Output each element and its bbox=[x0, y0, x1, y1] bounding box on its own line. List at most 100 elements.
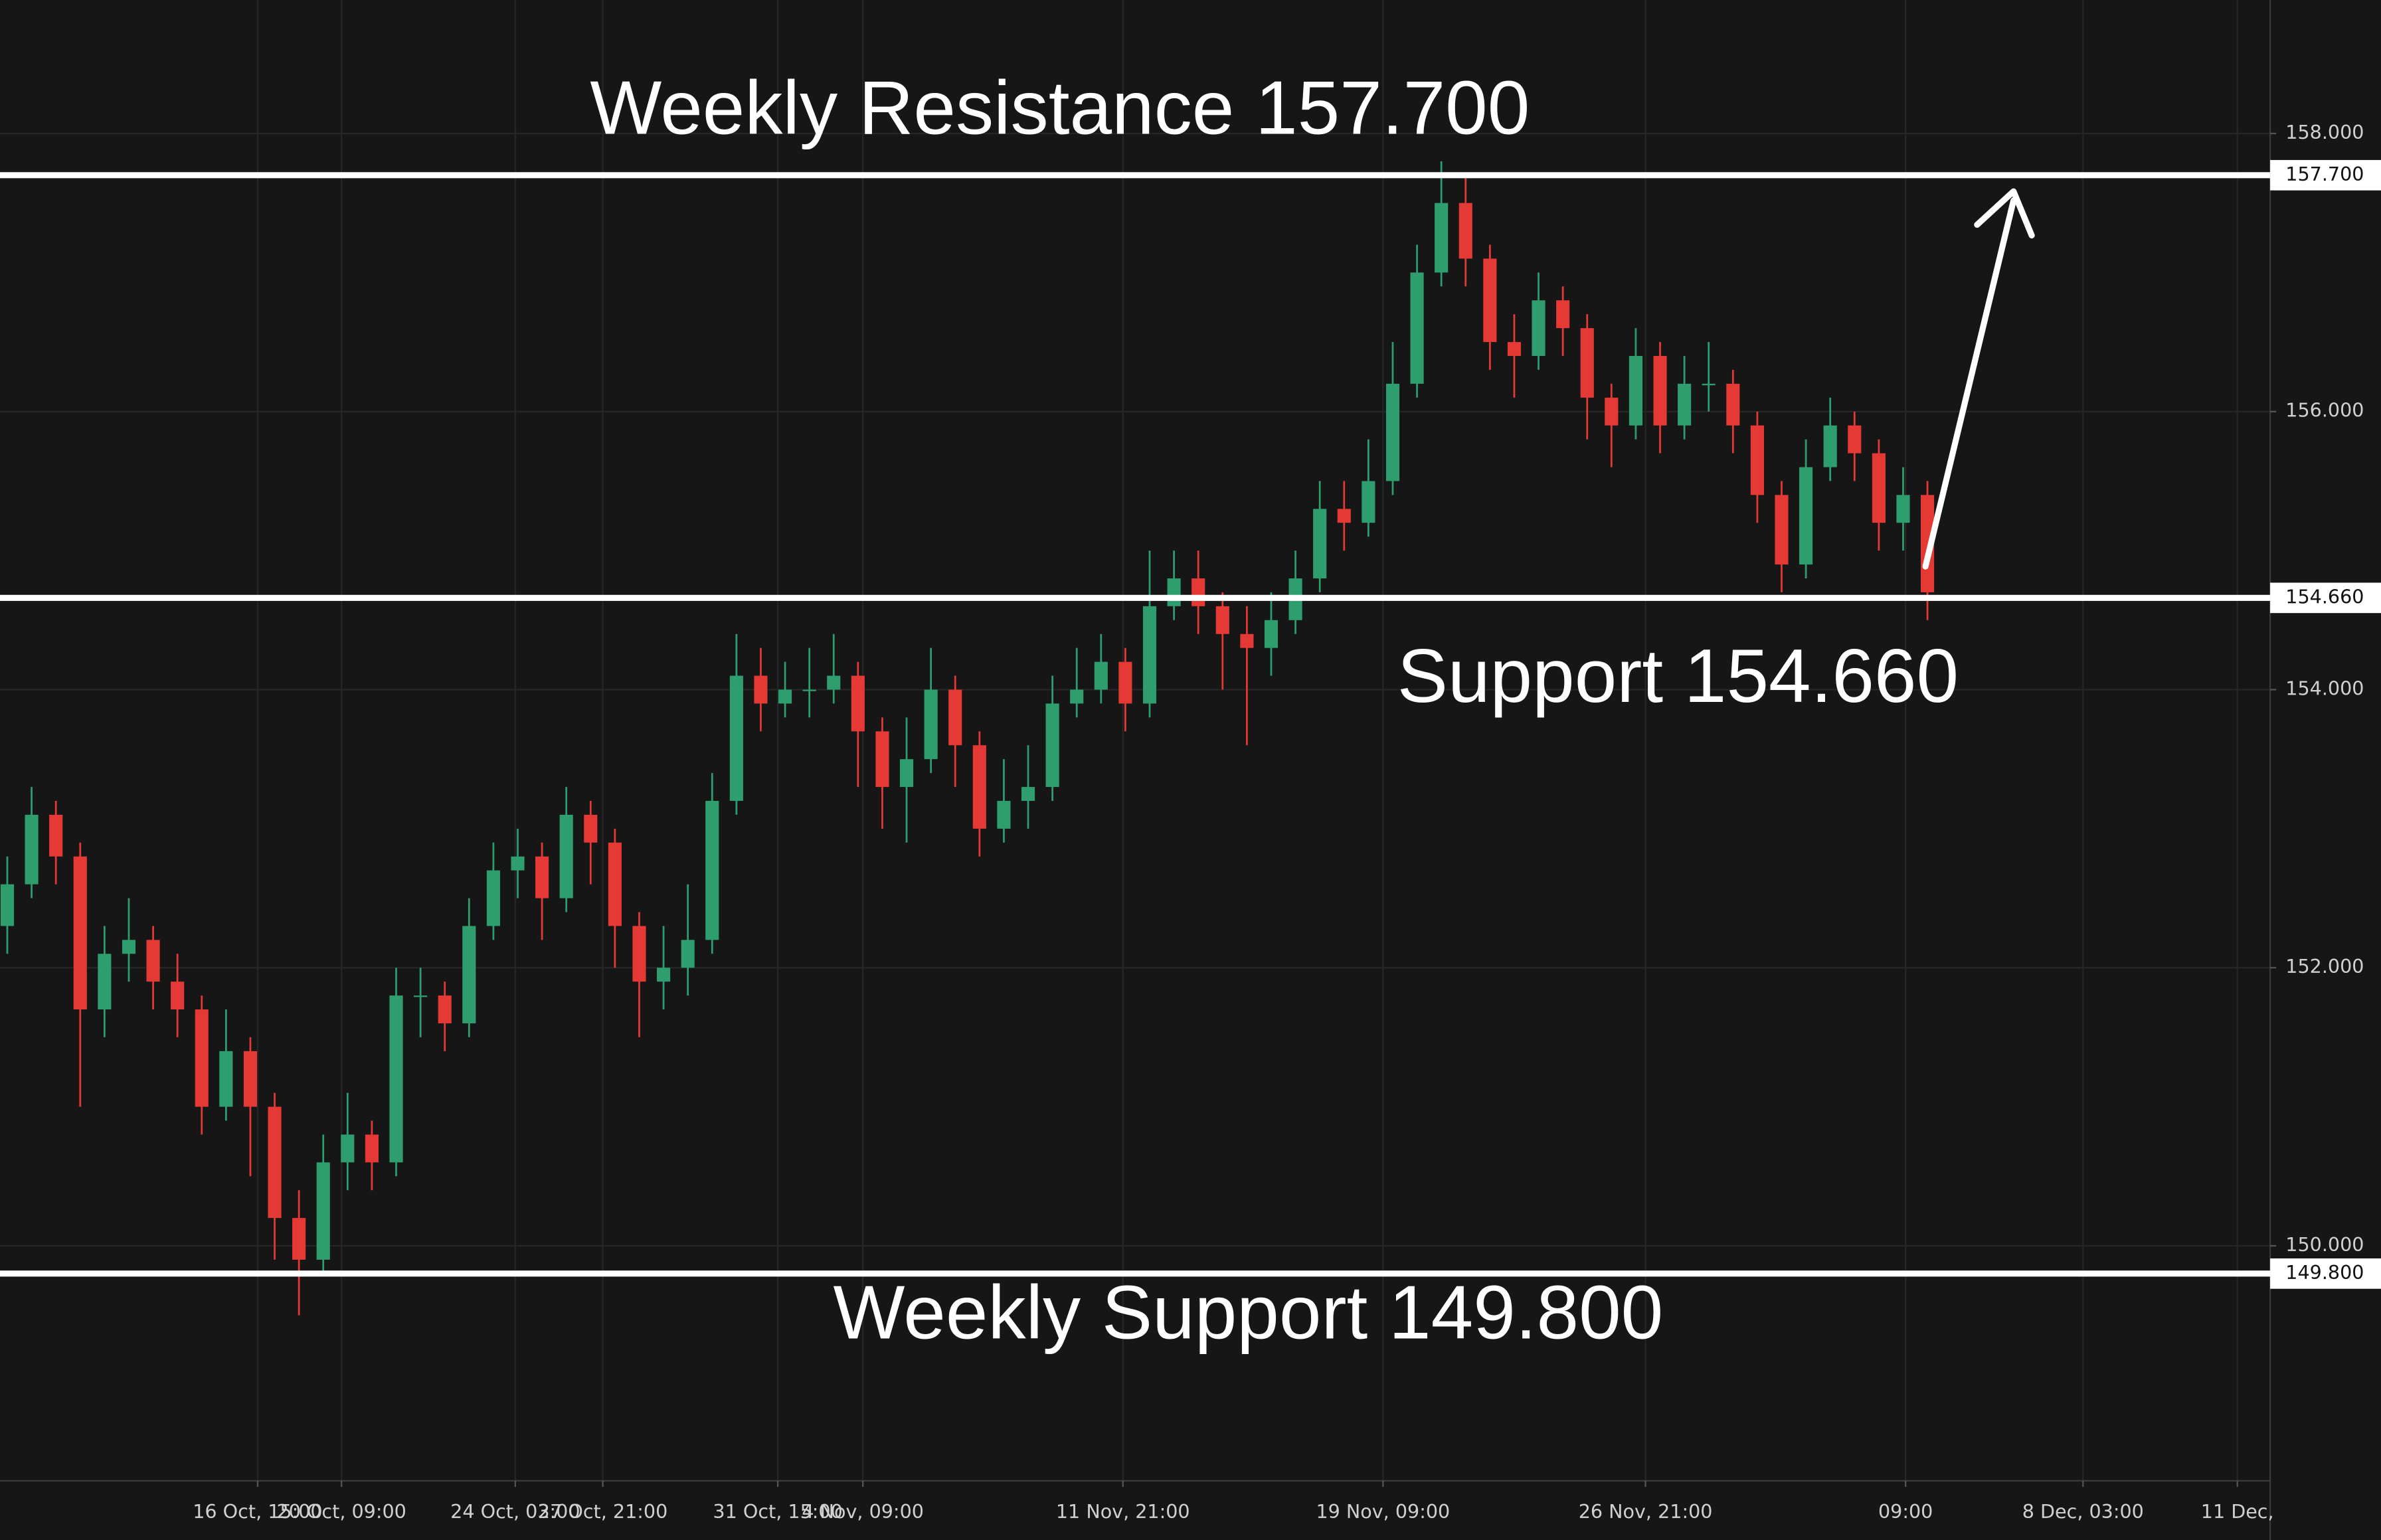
candle-body bbox=[1021, 787, 1035, 801]
candle-body bbox=[608, 842, 622, 926]
candle-body bbox=[1872, 453, 1886, 523]
candle-body bbox=[414, 995, 428, 997]
x-tick-label: 31 Oct, 15:00 bbox=[713, 1500, 842, 1523]
candle-body bbox=[146, 940, 160, 982]
level-label: 149.800 bbox=[2285, 1261, 2364, 1284]
candle-body bbox=[851, 675, 865, 732]
candle-body bbox=[657, 968, 671, 982]
candle-body bbox=[1362, 481, 1375, 523]
candle-body bbox=[1896, 495, 1910, 523]
x-tick-label: 11 Nov, 21:00 bbox=[1056, 1500, 1190, 1523]
candle-body bbox=[1823, 425, 1837, 468]
candle-body bbox=[875, 731, 889, 788]
candle-body bbox=[292, 1218, 306, 1260]
x-tick-label: 11 Dec, bbox=[2201, 1500, 2274, 1523]
y-tick-label: 156.000 bbox=[2285, 399, 2364, 422]
candle-body bbox=[924, 689, 938, 760]
candle-body bbox=[1118, 661, 1132, 704]
candle-body bbox=[98, 954, 112, 1010]
candle-body bbox=[1167, 578, 1181, 606]
candles bbox=[0, 161, 1935, 1316]
candle-body bbox=[1605, 397, 1619, 426]
candle-body bbox=[1215, 606, 1229, 634]
arrow bbox=[1922, 188, 2035, 570]
candle-body bbox=[1142, 606, 1157, 704]
x-tick-label: 8 Dec, 03:00 bbox=[2022, 1500, 2144, 1523]
candle-body bbox=[535, 856, 549, 898]
candle-body bbox=[1726, 383, 1740, 426]
candle-body bbox=[1507, 342, 1522, 356]
level-annotation: Weekly Support 149.800 bbox=[833, 1270, 1663, 1355]
candle-body bbox=[73, 856, 87, 1010]
candle-body bbox=[972, 745, 986, 829]
candle-body bbox=[1191, 578, 1205, 606]
candle-body bbox=[1653, 355, 1667, 426]
x-tick-label: 19 Nov, 09:00 bbox=[1316, 1500, 1450, 1523]
candle-body bbox=[1337, 509, 1351, 523]
candle-body bbox=[584, 814, 598, 843]
x-tick-label: 27 Oct, 21:00 bbox=[538, 1500, 667, 1523]
level-label-box bbox=[2270, 582, 2381, 614]
candle-body bbox=[1045, 703, 1059, 788]
x-tick-label: 16 Oct, 15:00 bbox=[193, 1500, 322, 1523]
candle-body bbox=[1775, 495, 1789, 565]
candle-body bbox=[365, 1134, 379, 1163]
candle-body bbox=[1385, 383, 1400, 481]
arrow-shaft bbox=[1922, 197, 2017, 570]
candle-body bbox=[802, 689, 816, 691]
candle-body bbox=[1264, 620, 1279, 648]
level-label: 157.700 bbox=[2285, 163, 2364, 185]
candle-body bbox=[511, 856, 525, 871]
grid bbox=[0, 0, 2271, 1481]
candle-body bbox=[1435, 203, 1449, 273]
candle-body bbox=[559, 814, 573, 898]
candle-body bbox=[1240, 634, 1254, 648]
candle-body bbox=[389, 995, 403, 1163]
candle-body bbox=[754, 675, 768, 704]
candle-body bbox=[705, 800, 719, 940]
level-label: 154.660 bbox=[2285, 585, 2364, 608]
candle-body bbox=[1580, 328, 1594, 398]
candle-body bbox=[438, 995, 452, 1023]
candle-body bbox=[1313, 509, 1327, 578]
candle-body bbox=[1799, 467, 1813, 565]
candle-body bbox=[1678, 383, 1692, 426]
candle-body bbox=[1532, 300, 1545, 356]
candle-body bbox=[25, 814, 39, 885]
candle-body bbox=[49, 814, 63, 857]
x-tick-label: 4 Nov, 09:00 bbox=[802, 1500, 924, 1523]
level-label-box bbox=[2270, 159, 2381, 191]
candle-body bbox=[219, 1051, 233, 1107]
candle-body bbox=[1094, 661, 1108, 690]
x-tick-label: 09:00 bbox=[1878, 1500, 1933, 1523]
candle-body bbox=[1629, 355, 1642, 426]
candle-body bbox=[948, 689, 962, 746]
levels: 157.700 Weekly Resistance 157.700 154.660 S… bbox=[0, 66, 2381, 1355]
candle-body bbox=[122, 940, 136, 954]
candle-body bbox=[1702, 383, 1716, 386]
candle-body bbox=[316, 1162, 330, 1260]
candle-body bbox=[899, 759, 914, 788]
y-tick-label: 158.000 bbox=[2285, 121, 2364, 143]
candle-body bbox=[827, 675, 841, 690]
level-annotation: Support 154.660 bbox=[1397, 634, 1959, 719]
level-label-box bbox=[2270, 1258, 2381, 1289]
candle-body bbox=[1556, 300, 1570, 329]
candle-body bbox=[632, 926, 646, 982]
arrow-head bbox=[1974, 188, 2035, 239]
candle-body bbox=[341, 1134, 355, 1163]
y-tick-label: 150.000 bbox=[2285, 1233, 2364, 1256]
candle-body bbox=[778, 689, 792, 704]
candle-body bbox=[1458, 203, 1472, 259]
candle-body bbox=[997, 800, 1011, 829]
candle-body bbox=[0, 884, 15, 926]
candle-body bbox=[243, 1051, 258, 1107]
candle-body bbox=[1070, 689, 1084, 704]
y-tick-label: 152.000 bbox=[2285, 955, 2364, 978]
x-tick-label: 20 Oct, 09:00 bbox=[276, 1500, 406, 1523]
candle-body bbox=[729, 675, 743, 801]
y-tick-label: 154.000 bbox=[2285, 677, 2364, 699]
candle-body bbox=[195, 1009, 209, 1107]
